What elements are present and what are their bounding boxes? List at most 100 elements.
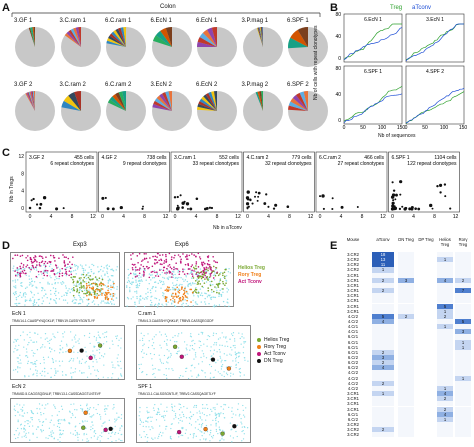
tsne-point	[76, 268, 79, 270]
tsne-point	[158, 303, 161, 305]
tsne-point	[177, 269, 180, 272]
tsne-point	[141, 274, 143, 276]
tsne-point	[136, 297, 138, 300]
tsne-point	[73, 351, 75, 353]
tsne-point	[241, 333, 243, 335]
tsne-point	[138, 252, 141, 255]
tsne-point	[16, 403, 18, 405]
tsne-point	[185, 274, 187, 277]
tsne-point	[241, 430, 243, 433]
tsne-point	[126, 286, 128, 288]
tsne-point	[247, 360, 249, 362]
tsne-point	[223, 371, 225, 373]
tsne-point	[63, 256, 66, 258]
tsne-point	[142, 270, 145, 273]
tsne-point	[187, 304, 189, 307]
tsne-point	[190, 288, 193, 291]
tsne-point	[222, 272, 224, 275]
tsne-point	[184, 287, 186, 290]
pie-slice	[288, 37, 308, 49]
tsne-point	[160, 403, 162, 405]
tsne-point	[86, 376, 89, 378]
table-mouse-cell: 3.CR1	[347, 303, 359, 309]
table-value-cell	[455, 365, 471, 371]
tsne-point	[138, 415, 140, 417]
tsne-point	[190, 333, 192, 335]
tsne-point	[214, 273, 216, 275]
table-value-cell	[455, 298, 471, 304]
tsne-point	[238, 355, 240, 357]
tsne-point	[162, 415, 165, 417]
tsne-point	[173, 299, 176, 301]
tsne-point	[203, 355, 205, 357]
tsne-point	[183, 415, 185, 418]
table-value-cell	[455, 267, 471, 273]
tsne-point	[59, 365, 61, 367]
tsne-point	[242, 352, 245, 354]
tsne-point	[30, 362, 32, 364]
tsne-point	[148, 411, 150, 413]
tsne-point	[15, 430, 17, 432]
tsne-point	[59, 434, 61, 436]
tsne-point	[103, 336, 106, 338]
tsne-point	[85, 264, 87, 266]
tsne-point	[59, 422, 61, 425]
tsne-point	[87, 281, 90, 284]
table-value-cell	[398, 318, 414, 325]
tsne-point	[60, 340, 63, 342]
tsne-sub-0	[10, 325, 125, 380]
tsne-point	[40, 255, 43, 258]
scatter-point	[256, 199, 259, 202]
tsne-point	[16, 304, 18, 307]
pie-slice	[75, 27, 81, 47]
tsne-point	[62, 430, 64, 432]
tsne-point	[100, 302, 102, 304]
tsne-point	[84, 292, 87, 295]
tsne-point	[214, 412, 216, 414]
tsne-point	[21, 285, 23, 288]
tsne-point	[159, 254, 161, 256]
tsne-point	[185, 296, 187, 298]
scatter-cells: 738 cells	[147, 155, 167, 161]
tsne-point	[43, 362, 45, 364]
scatter-point	[439, 191, 442, 194]
tsne-point	[217, 283, 219, 286]
tsne-point	[89, 406, 91, 409]
tsne-point	[57, 439, 59, 441]
tsne-point	[41, 287, 44, 289]
tsne-point	[36, 407, 38, 410]
tsne-point	[106, 264, 109, 266]
table-value-cell	[455, 385, 471, 392]
tsne-point	[52, 270, 54, 272]
scatter-point	[255, 191, 258, 194]
tsne-point	[74, 368, 77, 370]
tsne-point	[180, 276, 182, 279]
tsne-point	[197, 266, 200, 268]
tsne-point	[44, 407, 46, 409]
tsne-point	[200, 292, 203, 294]
table-value-cell	[455, 293, 471, 299]
tsne-point	[50, 263, 52, 266]
highlighted-clone	[203, 426, 208, 432]
table-value-cell	[398, 334, 414, 340]
sub-name-1: C.ram 1	[138, 311, 156, 317]
tsne-point	[150, 301, 153, 304]
tsne-point	[24, 299, 27, 301]
pie-label: 6.EcN 1	[196, 18, 218, 24]
tsne-point	[36, 372, 38, 374]
tsne-point	[143, 334, 145, 337]
tsne-point	[187, 285, 189, 288]
tsne-point	[37, 304, 40, 307]
pie-slice	[202, 29, 217, 47]
tsne-point	[235, 414, 237, 416]
tsne-point	[191, 340, 193, 342]
pie-label: 6.SPF 2	[287, 82, 309, 88]
tsne-point	[193, 270, 195, 272]
tsne-point	[90, 428, 92, 431]
tsne-point	[59, 441, 61, 443]
tsne-point	[92, 354, 94, 356]
tsne-point	[78, 370, 81, 372]
tsne-point	[13, 285, 15, 288]
tsne-point	[163, 293, 165, 295]
tsne-point	[155, 413, 158, 415]
